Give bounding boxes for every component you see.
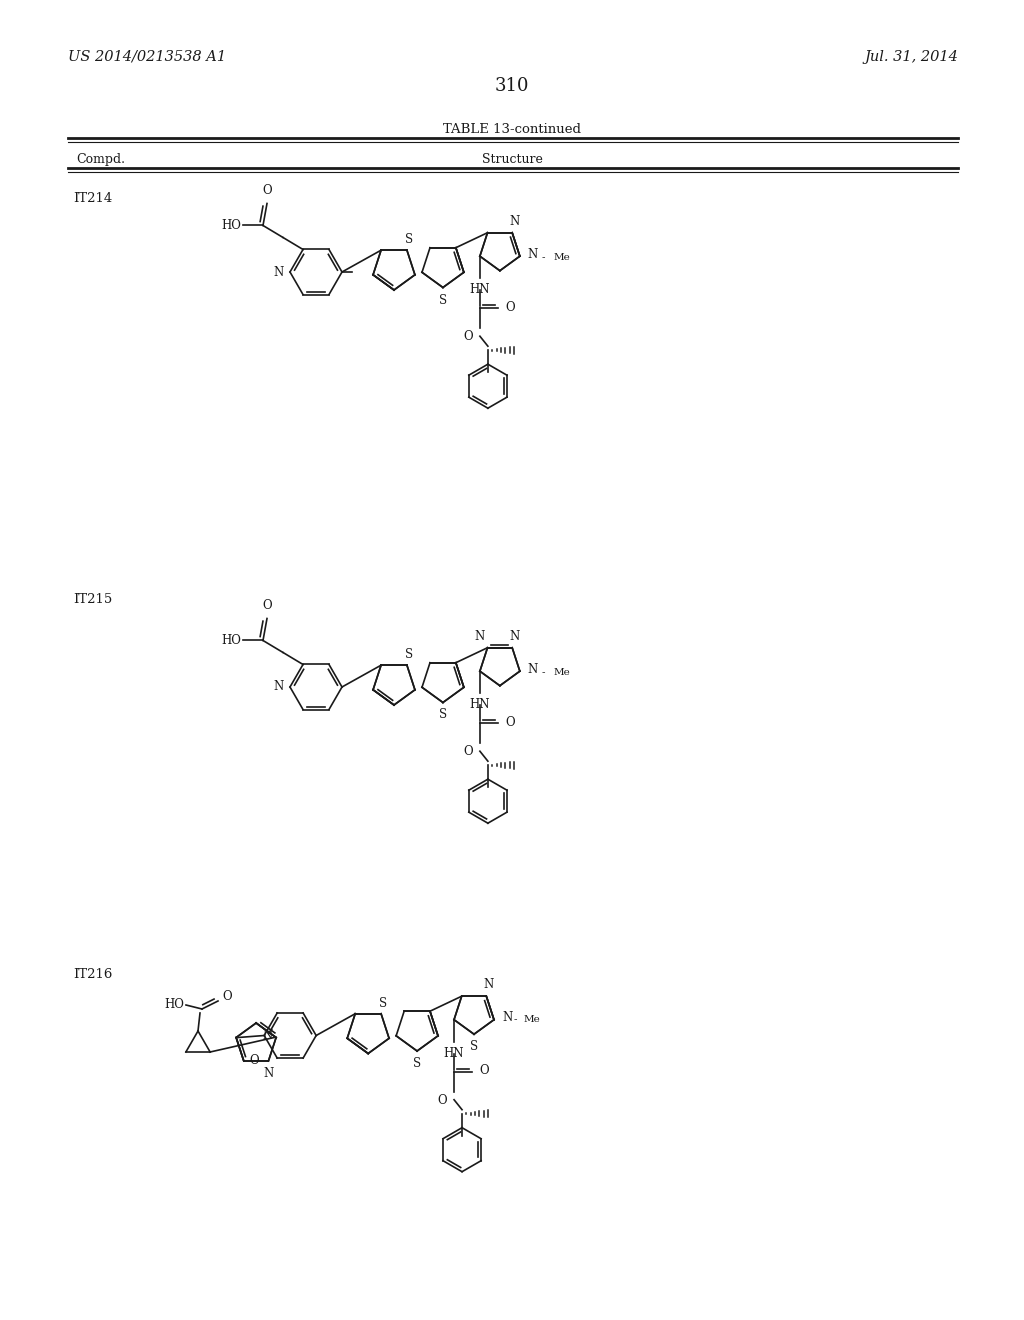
Text: N: N — [509, 215, 519, 228]
Text: HN: HN — [470, 284, 490, 296]
Text: IT216: IT216 — [73, 968, 113, 981]
Text: N: N — [273, 681, 284, 693]
Text: O: O — [262, 185, 271, 198]
Text: HO: HO — [221, 219, 241, 232]
Text: S: S — [413, 1057, 421, 1071]
Text: Jul. 31, 2014: Jul. 31, 2014 — [864, 50, 958, 63]
Text: O: O — [250, 1055, 259, 1068]
Text: TABLE 13-continued: TABLE 13-continued — [443, 123, 581, 136]
Text: N: N — [273, 265, 284, 279]
Text: Me: Me — [554, 252, 570, 261]
Text: US 2014/0213538 A1: US 2014/0213538 A1 — [68, 50, 226, 63]
Text: S: S — [439, 293, 447, 306]
Text: -: - — [542, 668, 546, 677]
Text: N: N — [263, 1030, 273, 1041]
Text: S: S — [470, 1040, 478, 1053]
Text: Me: Me — [554, 668, 570, 677]
Text: S: S — [439, 709, 447, 722]
Text: N: N — [527, 248, 538, 260]
Text: O: O — [463, 746, 473, 758]
Text: HN: HN — [470, 698, 490, 711]
Text: Structure: Structure — [481, 153, 543, 166]
Text: -: - — [542, 252, 546, 261]
Text: N: N — [474, 630, 484, 643]
Text: HO: HO — [164, 998, 184, 1011]
Text: O: O — [505, 715, 514, 729]
Text: S: S — [404, 648, 413, 661]
Text: N: N — [527, 663, 538, 676]
Text: O: O — [262, 599, 271, 612]
Text: O: O — [505, 301, 514, 314]
Text: Compd.: Compd. — [76, 153, 125, 166]
Text: S: S — [404, 234, 413, 247]
Text: IT214: IT214 — [73, 191, 113, 205]
Text: N: N — [509, 630, 519, 643]
Text: Me: Me — [524, 1015, 541, 1024]
Text: HN: HN — [443, 1047, 464, 1060]
Text: O: O — [463, 330, 473, 343]
Text: HO: HO — [221, 634, 241, 647]
Text: S: S — [379, 997, 387, 1010]
Text: O: O — [437, 1094, 447, 1106]
Text: N: N — [263, 1067, 273, 1080]
Text: N: N — [502, 1011, 512, 1024]
Text: IT215: IT215 — [73, 593, 113, 606]
Text: 310: 310 — [495, 77, 529, 95]
Text: -: - — [514, 1015, 517, 1024]
Text: N: N — [483, 978, 494, 991]
Text: O: O — [222, 990, 231, 1003]
Text: O: O — [479, 1064, 488, 1077]
